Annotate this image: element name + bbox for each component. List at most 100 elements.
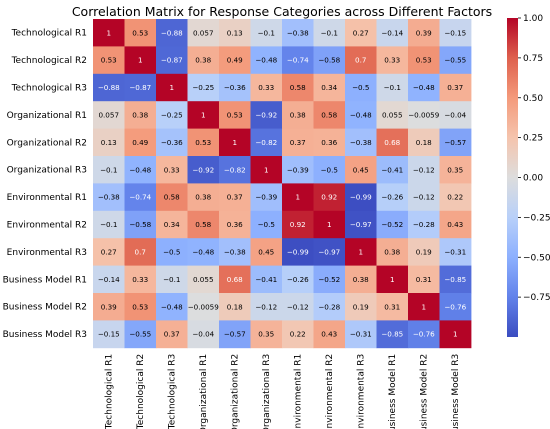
heatmap-cell: [376, 46, 409, 75]
heatmap-cell: [156, 19, 188, 47]
cell-value-label: −0.88: [98, 83, 120, 92]
cell-value-label: −0.12: [255, 302, 277, 311]
row-label-business-model-r1: Business Model R1: [3, 275, 87, 285]
heatmap-cell: [345, 156, 377, 184]
heatmap-cell: [187, 320, 220, 349]
cell-value-label: 0.33: [258, 83, 274, 92]
cell-value-label: 0.33: [132, 275, 148, 284]
cell-value-label: 0.53: [227, 111, 243, 120]
heatmap-cell: [124, 128, 157, 157]
cell-value-label: −0.76: [444, 302, 466, 311]
heatmap-cell: [439, 293, 472, 321]
heatmap-cell: [93, 128, 125, 157]
heatmap-cell: [219, 265, 251, 294]
row-label-environmental-r3: Environmental R3: [7, 248, 87, 258]
heatmap-cell: [282, 293, 314, 321]
cell-value-label: −0.38: [224, 248, 246, 257]
heatmap-cell: [376, 238, 409, 266]
cell-value-label: 0.36: [227, 220, 243, 229]
heatmap-cell: [313, 101, 346, 129]
cell-value-label: −0.36: [224, 83, 246, 92]
heatmap-cell: [219, 19, 251, 47]
heatmap-cell: [376, 265, 409, 294]
heatmap-cell: [345, 19, 377, 47]
heatmap-cell: [124, 210, 157, 239]
row-label-environmental-r1: Environmental R1: [7, 193, 87, 203]
cell-value-label: −0.48: [129, 165, 151, 174]
heatmap-cell: [408, 238, 440, 266]
cell-value-label: 0.38: [290, 111, 306, 120]
cell-value-label: −0.1: [100, 220, 117, 229]
cell-value-label: 0.53: [132, 28, 148, 37]
chart-title: Correlation Matrix for Response Categori…: [72, 4, 492, 19]
cell-value-label: −0.97: [350, 220, 372, 229]
cell-value-label: 0.22: [290, 330, 306, 339]
cell-value-label: −0.38: [287, 28, 309, 37]
heatmap-cell: [282, 19, 314, 47]
cell-value-label: 0.53: [195, 138, 211, 147]
cell-value-label: 0.39: [101, 302, 117, 311]
colorbar-tick-label: 1.00: [523, 14, 543, 24]
cell-value-label: −0.58: [129, 220, 151, 229]
heatmap-cell: [156, 101, 188, 129]
heatmap-cell: [282, 183, 314, 212]
heatmap-cell: [219, 210, 251, 239]
heatmap-cell: [156, 128, 188, 157]
cell-value-label: −0.48: [413, 83, 435, 92]
cell-value-label: −0.28: [413, 220, 435, 229]
heatmap-cell: [93, 46, 125, 75]
heatmap-cell: [219, 293, 251, 321]
heatmap-cell: [250, 320, 283, 349]
cell-value-label: 0.38: [195, 56, 211, 65]
heatmap-cell: [376, 210, 409, 239]
row-label-organizational-r2: Organizational R2: [7, 138, 87, 148]
heatmap-cell: [156, 156, 188, 184]
cell-value-label: 0.58: [321, 111, 337, 120]
heatmap-cell: [408, 73, 440, 102]
cell-value-label: 0.53: [416, 56, 432, 65]
colorbar-tick-label: 0.75: [523, 54, 543, 64]
heatmap-cell: [93, 156, 125, 184]
cell-value-label: 0.68: [384, 138, 400, 147]
heatmap-cell: [408, 19, 440, 47]
heatmap-cell: [156, 183, 188, 212]
cell-value-label: 0.22: [447, 193, 463, 202]
cell-value-label: −0.48: [350, 111, 372, 120]
cell-value-label: −0.5: [258, 220, 275, 229]
row-label-environmental-r2: Environmental R2: [7, 221, 87, 231]
cell-value-label: −0.92: [192, 165, 214, 174]
heatmap-cell: [187, 73, 220, 102]
cell-value-label: −0.55: [129, 330, 151, 339]
cell-value-label: 0.49: [227, 56, 243, 65]
heatmap-cell: [93, 183, 125, 212]
heatmap-cell: [313, 46, 346, 75]
cell-value-label: 1: [138, 56, 143, 65]
heatmap-cell: [219, 156, 251, 184]
heatmap-cell: [250, 210, 283, 239]
heatmap-cell: [219, 238, 251, 266]
cell-value-label: −0.52: [318, 275, 340, 284]
cell-value-label: −0.25: [161, 111, 183, 120]
column-label-environmental-r1: Environmental R1: [294, 354, 304, 429]
heatmap-cell: [439, 156, 472, 184]
heatmap-cell: [439, 265, 472, 294]
heatmap-cell: [156, 238, 188, 266]
cell-value-label: −0.5: [321, 165, 338, 174]
row-label-business-model-r3: Business Model R3: [3, 330, 87, 340]
cell-value-label: 0.37: [290, 138, 306, 147]
cell-value-label: 0.92: [290, 220, 306, 229]
heatmap-cell: [439, 128, 472, 157]
cell-value-label: −0.1: [321, 28, 338, 37]
heatmap-cell: [345, 210, 377, 239]
cell-value-label: 0.38: [353, 275, 369, 284]
row-label-organizational-r1: Organizational R1: [7, 111, 87, 121]
cell-value-label: −0.15: [444, 28, 466, 37]
heatmap-cell: [187, 19, 220, 47]
cell-value-label: 0.19: [353, 302, 369, 311]
cell-value-label: 0.055: [193, 275, 214, 284]
heatmap-cell: [439, 101, 472, 129]
cell-value-label: −0.48: [255, 56, 277, 65]
row-label-technological-r2: Technological R2: [11, 56, 87, 66]
cell-value-label: 0.27: [101, 248, 117, 257]
cell-value-label: −0.92: [255, 111, 277, 120]
